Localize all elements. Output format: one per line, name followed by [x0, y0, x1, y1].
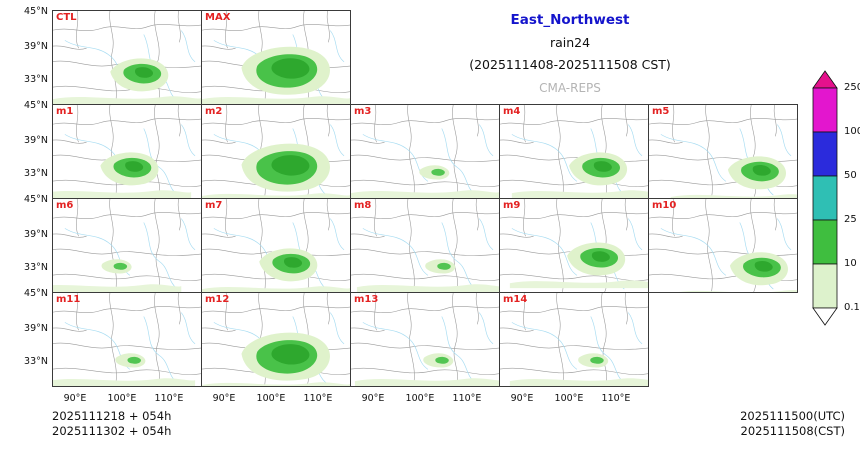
- map-panel-m9: m9: [499, 198, 649, 293]
- lon-tick-label: 100°E: [405, 393, 435, 404]
- map-panel-m13: m13: [350, 292, 500, 387]
- map-graphic: [53, 11, 201, 104]
- map-panel-m14: m14: [499, 292, 649, 387]
- colorbar-segment: [812, 219, 838, 265]
- panel-label: m9: [503, 200, 521, 211]
- map-panel-m12: m12: [201, 292, 351, 387]
- variable-title: rain24: [549, 35, 591, 50]
- lat-tick-label: 39°N: [24, 323, 48, 334]
- map-panel-m7: m7: [201, 198, 351, 293]
- init-time-line-1: 2025111218 + 054h: [52, 409, 172, 423]
- colorbar-segment: [812, 175, 838, 221]
- map-panel-m3: m3: [350, 104, 500, 199]
- lat-tick-label: 45°N: [24, 194, 48, 205]
- panel-label: m10: [652, 200, 677, 211]
- panel-label: m4: [503, 106, 521, 117]
- lat-tick-label: 33°N: [24, 356, 48, 367]
- init-time-line-2: 2025111302 + 054h: [52, 424, 172, 438]
- figure-title-block: East_Northwest rain24 (2025111408-202511…: [400, 12, 740, 95]
- lon-tick-label: 100°E: [554, 393, 584, 404]
- map-panel-m5: m5: [648, 104, 798, 199]
- map-graphic: [649, 105, 797, 198]
- lat-tick-label: 33°N: [24, 262, 48, 273]
- map-graphic: [351, 293, 499, 386]
- colorbar: 250 100 50 25 10 0.1: [806, 70, 860, 336]
- panel-label: m1: [56, 106, 74, 117]
- map-panel-max: MAX: [201, 10, 351, 105]
- lat-tick-label: 33°N: [24, 74, 48, 85]
- map-graphic: [202, 105, 350, 198]
- lat-tick-label: 39°N: [24, 229, 48, 240]
- valid-time-block: 2025111500(UTC) 2025111508(CST): [620, 409, 845, 439]
- valid-time-utc: 2025111500(UTC): [740, 409, 845, 423]
- panel-label: m11: [56, 294, 81, 305]
- colorbar-level-label: 250: [844, 82, 860, 93]
- colorbar-segment: [812, 131, 838, 177]
- panel-label: m7: [205, 200, 223, 211]
- map-graphic: [202, 11, 350, 104]
- valid-time-cst: 2025111508(CST): [740, 424, 846, 438]
- map-graphic: [351, 199, 499, 292]
- map-panel-m4: m4: [499, 104, 649, 199]
- map-graphic: [500, 105, 648, 198]
- lat-tick-label: 39°N: [24, 41, 48, 52]
- map-panel-m8: m8: [350, 198, 500, 293]
- map-panel-m6: m6: [52, 198, 202, 293]
- colorbar-level-label: 50: [844, 170, 857, 181]
- model-title: CMA-REPS: [539, 81, 601, 95]
- lon-tick-label: 110°E: [154, 393, 184, 404]
- lon-tick-label: 90°E: [63, 393, 87, 404]
- lon-tick-label: 110°E: [452, 393, 482, 404]
- lon-tick-label: 110°E: [601, 393, 631, 404]
- colorbar-level-label: 25: [844, 214, 857, 225]
- colorbar-graphic: [812, 70, 838, 326]
- map-graphic: [649, 199, 797, 292]
- map-graphic: [500, 199, 648, 292]
- lon-tick-label: 100°E: [107, 393, 137, 404]
- colorbar-level-label: 0.1: [844, 302, 860, 313]
- panel-label: m12: [205, 294, 230, 305]
- panel-label: m2: [205, 106, 223, 117]
- panel-label: m3: [354, 106, 372, 117]
- panel-label: m13: [354, 294, 379, 305]
- map-graphic: [500, 293, 648, 386]
- map-graphic: [202, 199, 350, 292]
- map-graphic: [202, 293, 350, 386]
- panel-label: m6: [56, 200, 74, 211]
- map-panel-m11: m11: [52, 292, 202, 387]
- panel-label: m5: [652, 106, 670, 117]
- lat-tick-label: 45°N: [24, 6, 48, 17]
- panel-label: m14: [503, 294, 528, 305]
- lat-tick-label: 33°N: [24, 168, 48, 179]
- map-panel-m10: m10: [648, 198, 798, 293]
- lon-tick-label: 90°E: [361, 393, 385, 404]
- panel-label: CTL: [56, 12, 77, 23]
- colorbar-arrow-bottom: [812, 307, 838, 326]
- map-graphic: [53, 199, 201, 292]
- colorbar-arrow-top: [812, 70, 838, 89]
- lon-tick-label: 110°E: [303, 393, 333, 404]
- map-graphic: [53, 105, 201, 198]
- lat-tick-label: 45°N: [24, 100, 48, 111]
- init-time-block: 2025111218 + 054h 2025111302 + 054h: [52, 409, 171, 439]
- region-title: East_Northwest: [510, 12, 630, 28]
- colorbar-segment: [812, 263, 838, 309]
- period-title: (2025111408-2025111508 CST): [469, 57, 671, 72]
- panel-label: MAX: [205, 12, 231, 23]
- lon-tick-label: 90°E: [510, 393, 534, 404]
- lon-tick-label: 90°E: [212, 393, 236, 404]
- lat-tick-label: 39°N: [24, 135, 48, 146]
- panel-label: m8: [354, 200, 372, 211]
- map-graphic: [351, 105, 499, 198]
- colorbar-segment: [812, 87, 838, 133]
- map-panel-m1: m1: [52, 104, 202, 199]
- lon-tick-label: 100°E: [256, 393, 286, 404]
- lat-tick-label: 45°N: [24, 288, 48, 299]
- colorbar-level-label: 10: [844, 258, 857, 269]
- map-graphic: [53, 293, 201, 386]
- map-panel-m2: m2: [201, 104, 351, 199]
- map-panel-ctl: CTL: [52, 10, 202, 105]
- colorbar-level-label: 100: [844, 126, 860, 137]
